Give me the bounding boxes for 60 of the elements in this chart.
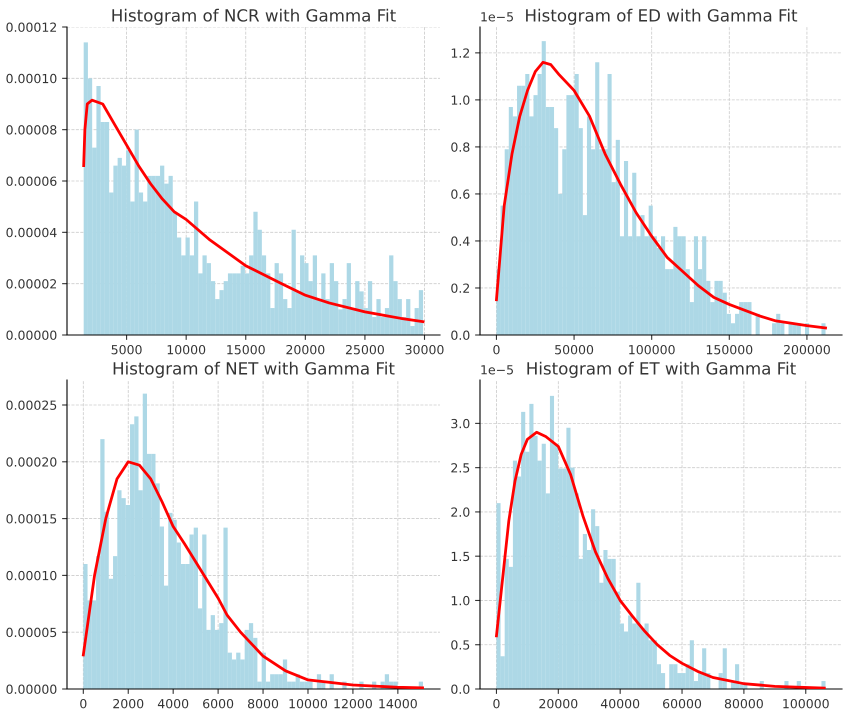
y-tick-label: 0.8 bbox=[451, 142, 470, 152]
x-tick-label: 4000 bbox=[158, 698, 188, 708]
text: 1e−5 bbox=[481, 12, 513, 22]
y-tick-label: 1.0 bbox=[452, 596, 470, 606]
y-tick-label: 0.00012 bbox=[6, 22, 56, 32]
x-tick-label: 0 bbox=[80, 698, 86, 708]
y-tick-label: 0.00000 bbox=[6, 330, 56, 340]
y-tick-label: 0.00006 bbox=[6, 176, 56, 186]
y-tick-label: 0.6 bbox=[451, 189, 470, 199]
y-tick-label: 0.00005 bbox=[6, 628, 56, 638]
x-tick-label: 50000 bbox=[555, 344, 594, 354]
y-tick-label: 2.5 bbox=[451, 463, 470, 473]
x-tick-label: 0 bbox=[493, 698, 500, 708]
y-tick-label: 1.2 bbox=[452, 48, 470, 58]
y-tick-label: 1.0 bbox=[452, 95, 470, 105]
y-tick-label: 0.5 bbox=[451, 640, 470, 650]
x-tick-label: 200000 bbox=[784, 344, 830, 354]
x-tick-label: 100000 bbox=[629, 344, 675, 354]
y-tick-label: 0.00020 bbox=[6, 457, 56, 467]
x-tick-label: 2000 bbox=[113, 698, 144, 708]
x-tick-label: 150000 bbox=[706, 344, 752, 354]
chart-title: Histogram of ED with Gamma Fit bbox=[526, 8, 798, 25]
x-tick-label: 80000 bbox=[724, 698, 763, 708]
y-tick-label: 0.00004 bbox=[6, 228, 57, 238]
x-tick-label: 8000 bbox=[248, 698, 278, 708]
x-tick-label: 25000 bbox=[346, 344, 384, 354]
x-tick-label: 40000 bbox=[600, 698, 640, 708]
x-tick-label: 20000 bbox=[286, 344, 324, 354]
y-tick-label: 2.0 bbox=[451, 507, 470, 517]
y-tick-label: 1.5 bbox=[452, 552, 470, 562]
x-tick-label: 5000 bbox=[112, 344, 142, 354]
y-tick-label: 0.00008 bbox=[6, 125, 56, 135]
y-tick-label: 0.00015 bbox=[6, 514, 56, 524]
y-tick-label: 0.00010 bbox=[6, 570, 56, 580]
y-tick-label: 0.00010 bbox=[6, 74, 56, 84]
chart-title: Histogram of NCR with Gamma Fit bbox=[112, 8, 396, 25]
y-tick-label: 3.0 bbox=[451, 418, 470, 428]
line-series bbox=[495, 430, 826, 689]
y-tick-label: 0.2 bbox=[451, 283, 470, 293]
x-tick-label: 30000 bbox=[406, 344, 444, 354]
line-series bbox=[82, 460, 424, 689]
x-tick-label: 10000 bbox=[289, 698, 328, 708]
x-tick-label: 14000 bbox=[379, 698, 417, 708]
x-tick-label: 6000 bbox=[203, 698, 234, 708]
chart-title: Histogram of NET with Gamma Fit bbox=[114, 362, 395, 378]
y-tick-label: 0.00025 bbox=[6, 400, 56, 410]
y-tick-label: 0.00002 bbox=[6, 279, 56, 289]
x-tick-label: 60000 bbox=[663, 698, 702, 708]
x-tick-label: 15000 bbox=[227, 344, 265, 354]
chart-title: Histogram of ET with Gamma Fit bbox=[527, 362, 796, 378]
x-tick-label: 100000 bbox=[783, 698, 829, 708]
x-tick-label: 20000 bbox=[539, 698, 578, 708]
y-tick-label: 0.00000 bbox=[6, 684, 56, 694]
x-tick-label: 0 bbox=[493, 344, 500, 354]
y-tick-label: 0.0 bbox=[451, 684, 470, 694]
x-tick-label: 12000 bbox=[334, 698, 372, 708]
text: 1e−5 bbox=[481, 365, 513, 374]
y-tick-label: 0.4 bbox=[451, 236, 470, 246]
y-tick-label: 0.0 bbox=[451, 330, 470, 340]
x-tick-label: 10000 bbox=[168, 344, 206, 354]
